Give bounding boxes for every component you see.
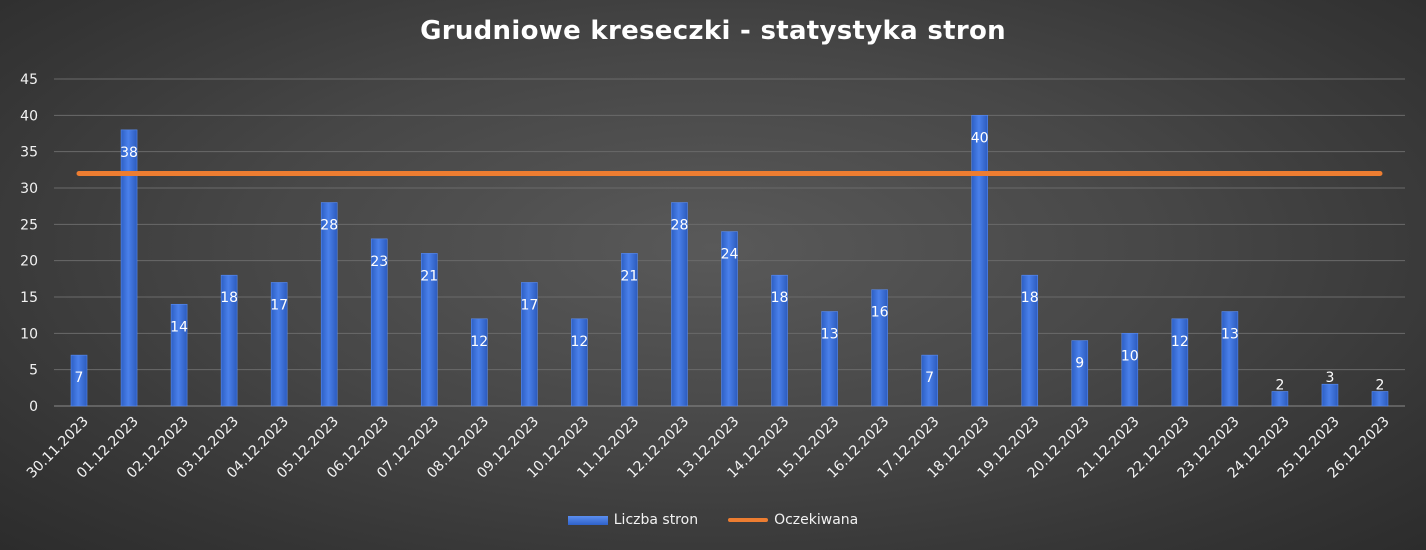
data-label: 18 [771, 290, 789, 306]
y-tick-label: 25 [20, 217, 38, 233]
y-tick-label: 5 [29, 363, 38, 379]
y-tick-label: 35 [20, 145, 38, 161]
bar [921, 354, 938, 407]
data-label: 38 [120, 145, 138, 161]
chart-title: Grudniowe kreseczki - statystyka stron [420, 16, 1006, 46]
bar [1371, 391, 1389, 407]
data-label: 18 [1021, 290, 1039, 306]
bar [370, 238, 388, 407]
data-label: 28 [320, 218, 338, 234]
data-label: 24 [721, 247, 739, 263]
bar [721, 231, 738, 407]
data-label: 9 [1075, 356, 1084, 372]
bar [1021, 274, 1039, 407]
data-label: 28 [671, 218, 689, 234]
y-tick-label: 20 [20, 254, 38, 270]
bar [621, 253, 638, 407]
y-axis-ticks: 0 5 10 15 20 25 30 35 40 45 [20, 72, 38, 415]
data-label: 17 [270, 297, 288, 313]
bar [821, 311, 838, 407]
data-label: 13 [1221, 327, 1239, 343]
legend-item-line: Oczekiwana [728, 512, 858, 528]
bar [971, 115, 988, 407]
data-label: 14 [170, 319, 188, 335]
y-tick-label: 10 [20, 326, 38, 342]
data-label: 13 [821, 327, 839, 343]
bar [1121, 333, 1139, 407]
bar [1171, 318, 1189, 407]
bar [1321, 383, 1339, 407]
bar [1221, 311, 1239, 407]
data-label: 7 [75, 370, 84, 386]
data-label: 18 [220, 290, 238, 306]
y-tick-label: 45 [20, 72, 38, 88]
data-label: 40 [971, 130, 989, 146]
y-tick-label: 15 [20, 290, 38, 306]
legend: Liczba stron Oczekiwana [0, 512, 1426, 528]
legend-item-bar: Liczba stron [567, 512, 699, 528]
bar [671, 202, 688, 407]
bar [521, 282, 538, 407]
bar [871, 289, 888, 407]
data-label: 10 [1121, 348, 1139, 364]
data-label: 23 [370, 254, 388, 270]
y-tick-label: 40 [20, 108, 38, 124]
bar [70, 354, 88, 407]
bar [471, 318, 488, 407]
bar [270, 282, 288, 407]
x-axis-ticks: 30.11.202301.12.202302.12.202303.12.2023… [24, 414, 1393, 482]
bar [420, 253, 438, 407]
data-label: 2 [1275, 377, 1284, 393]
data-label: 3 [1325, 370, 1334, 386]
bar [120, 129, 138, 407]
bar [170, 303, 188, 407]
bar [1071, 340, 1089, 407]
legend-label-bar: Liczba stron [613, 512, 699, 528]
data-label: 16 [871, 305, 889, 321]
y-tick-label: 0 [29, 399, 38, 415]
data-label: 21 [420, 268, 438, 284]
bar [1271, 391, 1289, 407]
bar [771, 274, 788, 407]
bar [320, 202, 338, 407]
y-tick-label: 30 [20, 181, 38, 197]
legend-swatch-line [728, 518, 769, 522]
bar-series [70, 115, 1389, 407]
bar [220, 274, 238, 407]
data-label: 7 [925, 370, 934, 386]
data-label: 12 [470, 334, 488, 350]
legend-swatch-bar [567, 515, 608, 525]
legend-label-line: Oczekiwana [774, 512, 859, 528]
bar [571, 318, 588, 407]
data-label: 12 [1171, 334, 1189, 350]
data-label: 2 [1376, 377, 1385, 393]
data-label: 12 [570, 334, 588, 350]
data-label: 17 [520, 297, 538, 313]
data-label: 21 [621, 268, 639, 284]
